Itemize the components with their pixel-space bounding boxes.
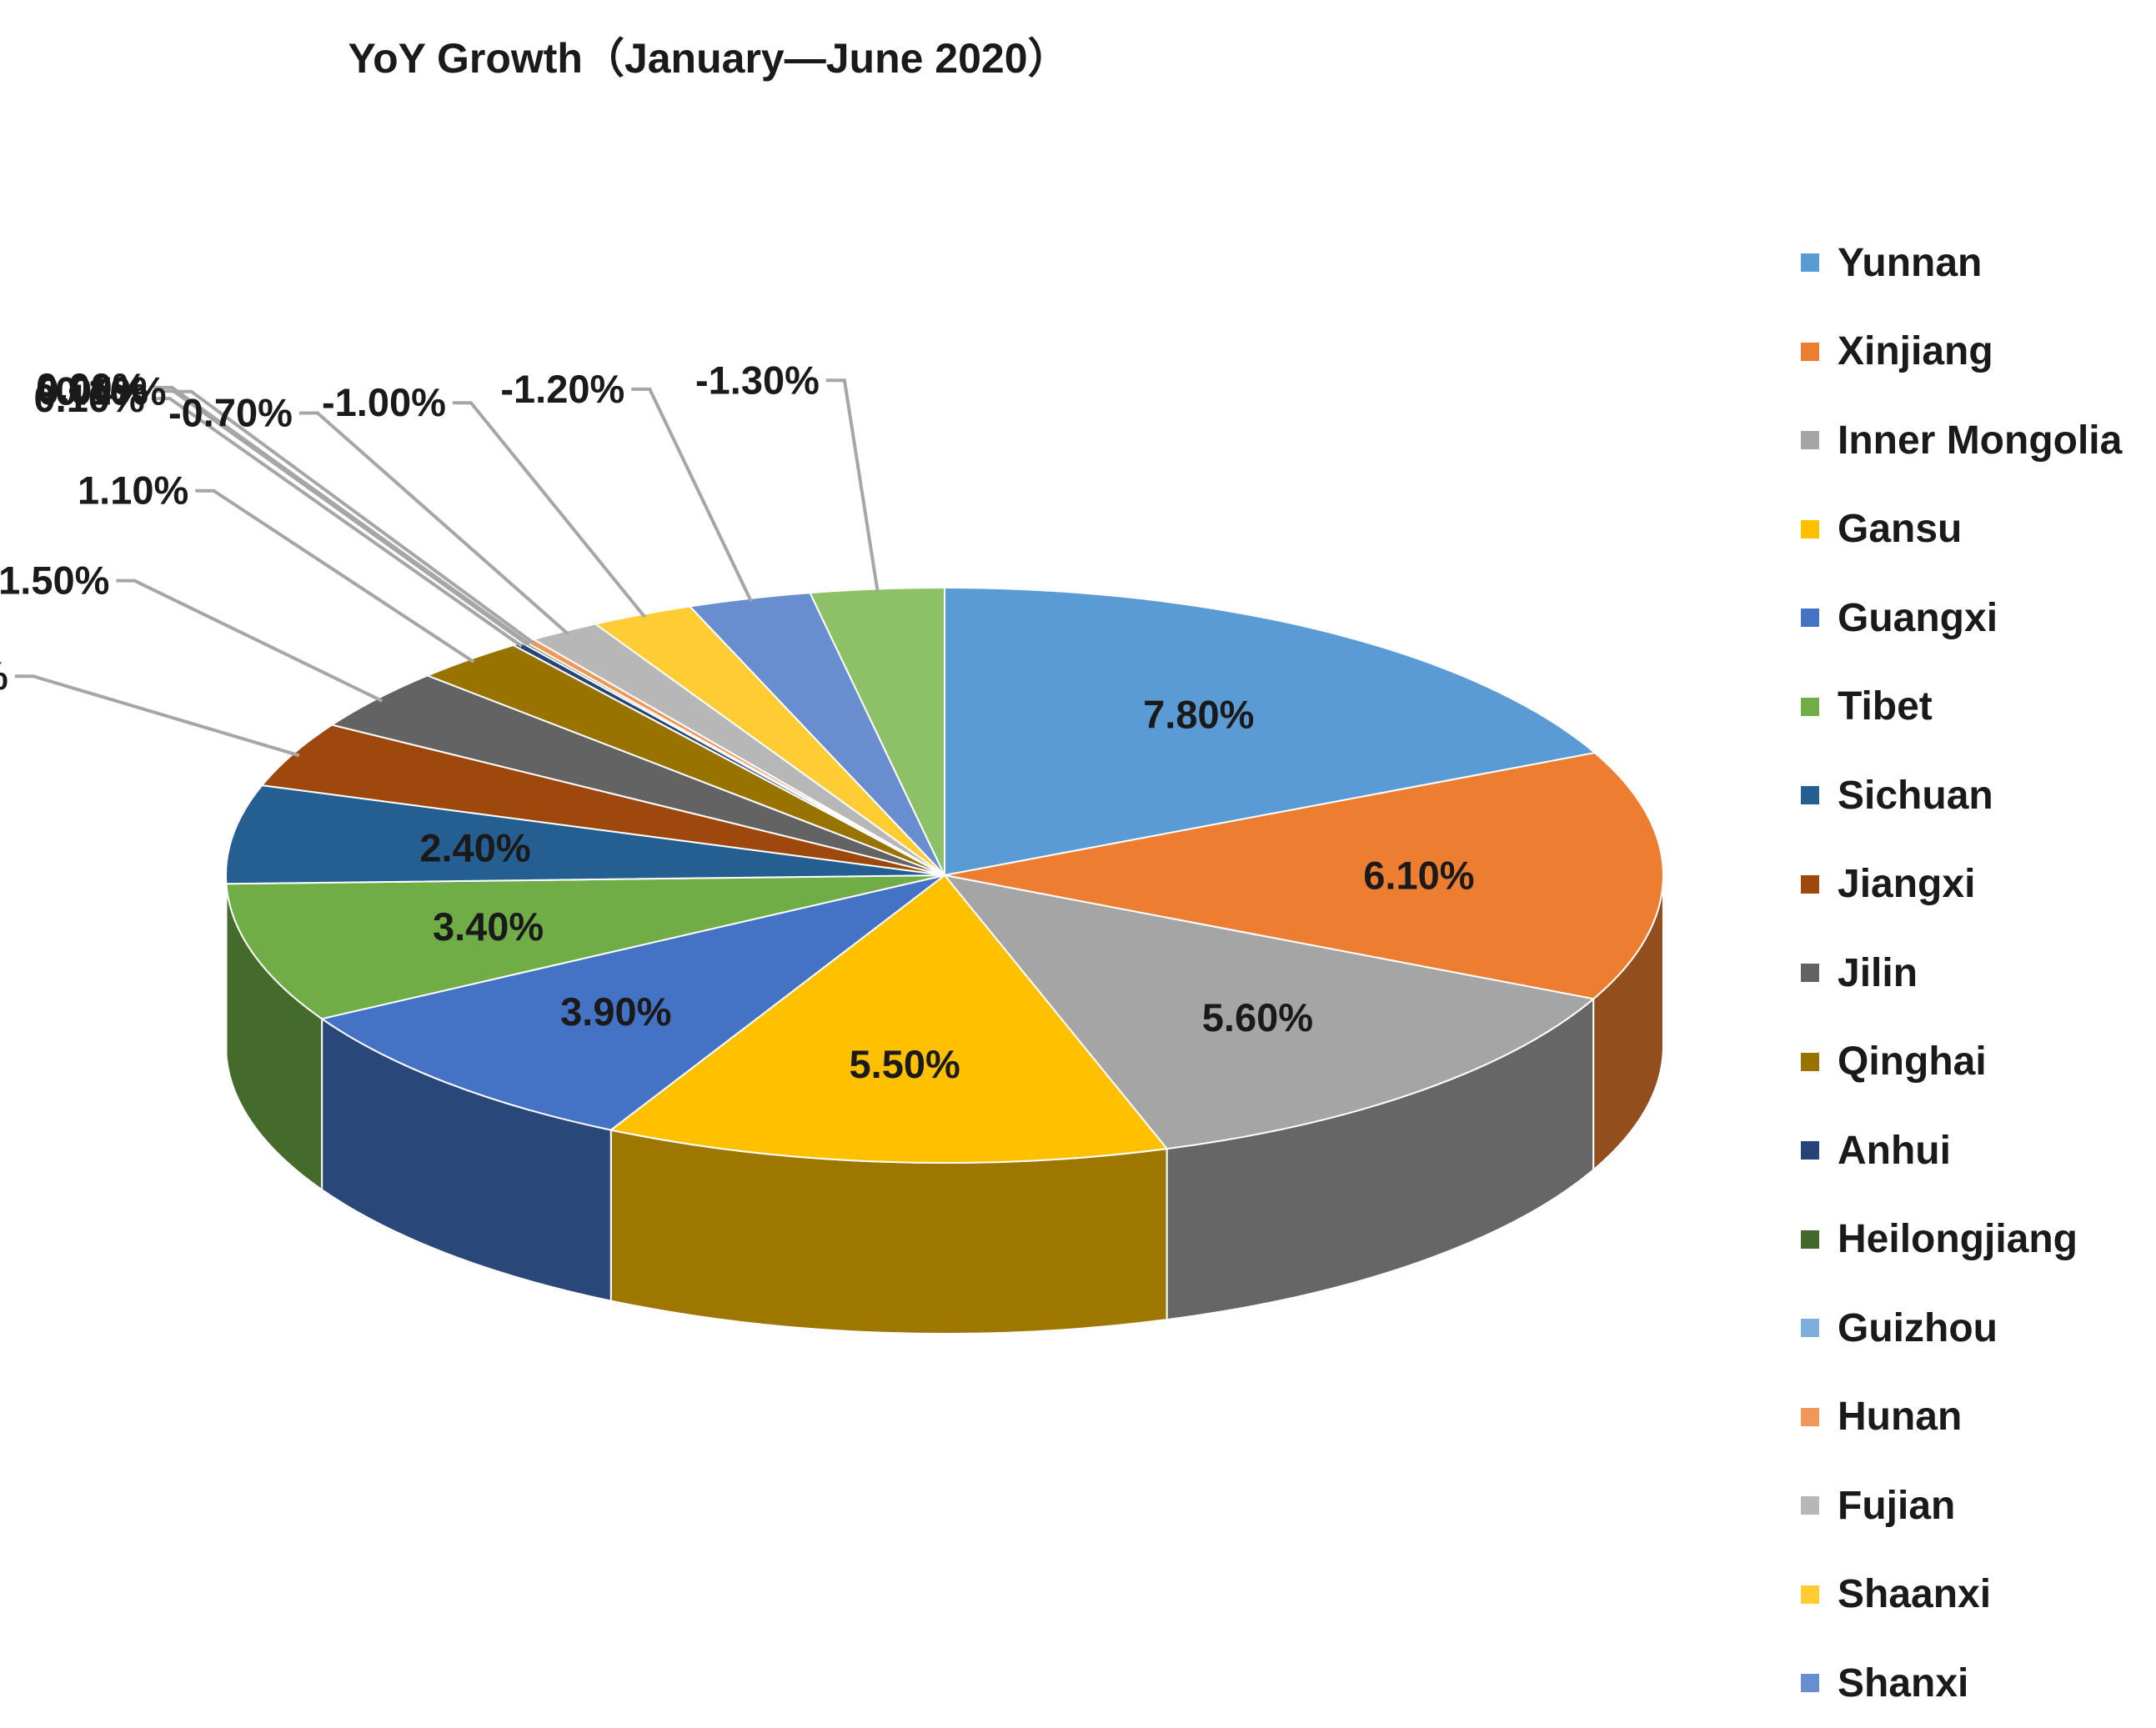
data-label-shanxi: -1.20% [500,367,624,411]
legend-label: Sichuan [1838,773,1993,819]
legend-label: Jilin [1838,950,1918,996]
legend-swatch [1801,520,1819,538]
leader-line-fujian [299,413,568,634]
legend-swatch [1801,698,1819,716]
legend-label: Yunnan [1838,240,1982,286]
legend-label: Inner Mongolia [1838,418,2122,463]
legend-label: Guizhou [1838,1305,1998,1351]
leader-line-anhui [152,398,522,646]
legend-item-inner-mongolia: Inner Mongolia [1801,396,2122,485]
legend-swatch [1801,1408,1819,1426]
leader-line-slice-17 [826,380,878,592]
legend-label: Shaanxi [1838,1571,1991,1617]
legend-swatch [1801,609,1819,627]
legend-label: Qinghai [1838,1039,1987,1084]
legend-item-heilongjiang: Heilongjiang [1801,1195,2122,1285]
legend-swatch [1801,1319,1819,1337]
legend-swatch [1801,1496,1819,1515]
legend-swatch [1801,1053,1819,1071]
legend-item-anhui: Anhui [1801,1106,2122,1195]
data-label-inner-mongolia: 5.60% [1202,995,1313,1039]
data-label-qinghai: 1.10% [78,468,188,513]
legend-label: Gansu [1838,506,1962,552]
leader-line-jiangxi [15,676,299,755]
legend-item-gansu: Gansu [1801,485,2122,574]
legend-item-jilin: Jilin [1801,929,2122,1018]
data-label-shaanxi: -1.00% [322,380,446,424]
legend-swatch [1801,1585,1819,1604]
legend-item-yunnan: Yunnan [1801,218,2122,308]
legend-label: Tibet [1838,684,1933,729]
data-label-jilin: 1.50% [0,558,109,603]
legend-swatch [1801,253,1819,272]
legend-swatch [1801,786,1819,804]
leader-line-jilin [116,581,382,701]
data-label-xinjiang: 6.10% [1363,854,1474,898]
legend-swatch [1801,343,1819,361]
data-label-yunnan: 7.80% [1143,693,1254,737]
legend-swatch [1801,1230,1819,1249]
legend-label: Heilongjiang [1838,1216,2078,1262]
legend-label: Guangxi [1838,595,1998,641]
legend-item-tibet: Tibet [1801,663,2122,752]
data-label-jiangxi: 1.60% [0,654,8,698]
legend-item-shanxi: Shanxi [1801,1639,2122,1728]
legend-item-guizhou: Guizhou [1801,1284,2122,1373]
data-label-fujian: -0.70% [168,391,293,435]
leader-line-shanxi [631,389,751,601]
legend-label: Xinjiang [1838,328,1993,374]
legend-swatch [1801,875,1819,894]
legend-label: Fujian [1838,1483,1955,1529]
legend-label: Hunan [1838,1394,1962,1440]
legend-item-guangxi: Guangxi [1801,573,2122,663]
chart-legend: Yunnan Xinjiang Inner Mongolia Gansu Guangxi… [1801,218,2122,1728]
data-label-tibet: 3.40% [433,904,544,949]
legend-swatch [1801,1141,1819,1160]
legend-label: Shanxi [1838,1660,1968,1706]
legend-item-xinjiang: Xinjiang [1801,308,2122,397]
data-label-slice-17: -1.30% [695,358,820,402]
legend-item-hunan: Hunan [1801,1373,2122,1462]
data-label-sichuan: 2.40% [419,825,530,869]
legend-item-shaanxi: Shaanxi [1801,1550,2122,1640]
legend-item-jiangxi: Jiangxi [1801,840,2122,929]
data-label-hunan: -0.10% [43,369,167,413]
legend-swatch [1801,1674,1819,1692]
legend-label: Jiangxi [1838,861,1975,907]
legend-item-fujian: Fujian [1801,1461,2122,1550]
data-label-gansu: 5.50% [850,1042,960,1086]
leader-line-shaanxi [453,403,645,617]
legend-label: Anhui [1838,1128,1951,1174]
legend-item-qinghai: Qinghai [1801,1018,2122,1107]
legend-swatch [1801,964,1819,982]
legend-swatch [1801,431,1819,449]
data-label-guangxi: 3.90% [560,989,671,1034]
legend-item-sichuan: Sichuan [1801,751,2122,840]
